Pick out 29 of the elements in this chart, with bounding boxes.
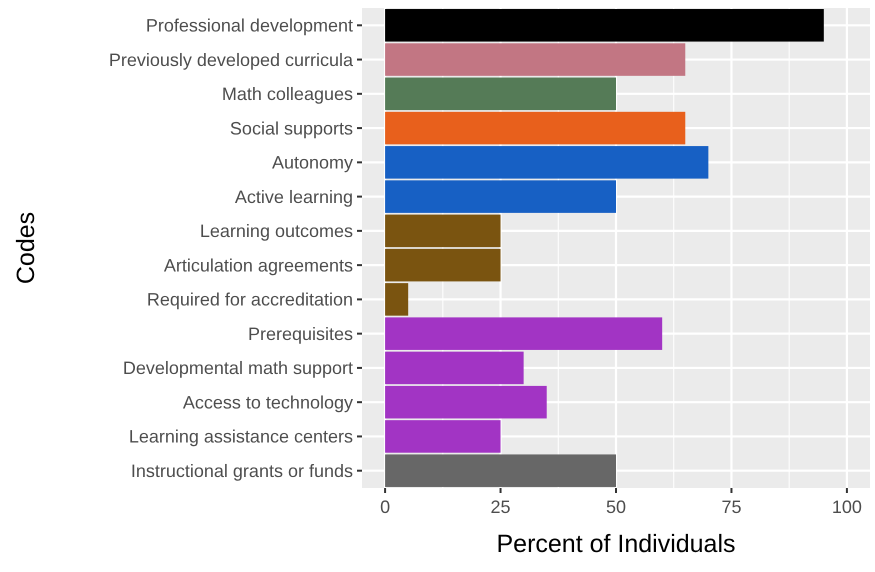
y-tick-label: Instructional grants or funds (130, 461, 353, 481)
y-tick-label: Math colleagues (222, 84, 353, 104)
x-tick-label: 25 (490, 497, 511, 517)
y-tick-label: Professional development (146, 16, 353, 36)
bar (385, 180, 616, 213)
y-tick-label: Social supports (230, 118, 353, 138)
y-tick-label: Prerequisites (248, 324, 353, 344)
bar (385, 214, 501, 248)
x-axis-title: Percent of Individuals (496, 530, 736, 558)
x-tick-label: 0 (380, 497, 390, 517)
y-tick-label: Learning outcomes (200, 221, 353, 242)
bar (385, 146, 708, 179)
y-tick-label: Learning assistance centers (128, 426, 353, 447)
x-tick-label: 50 (606, 497, 626, 517)
bar (385, 9, 824, 42)
y-tick-label: Articulation agreements (164, 255, 353, 276)
y-tick-label: Autonomy (272, 152, 353, 173)
x-tick-label: 75 (721, 497, 742, 517)
y-axis-title: Codes (12, 212, 40, 284)
y-tick-label: Required for accreditation (146, 290, 353, 310)
y-tick-label: Active learning (234, 186, 353, 207)
y-tick-label: Developmental math support (122, 358, 353, 378)
bar (385, 78, 616, 110)
y-tick-label: Access to technology (182, 392, 353, 412)
bar (385, 454, 616, 487)
bar (385, 43, 686, 76)
x-tick-label: 100 (832, 497, 862, 517)
bar (385, 112, 686, 144)
y-tick-label: Previously developed curricula (108, 50, 354, 70)
